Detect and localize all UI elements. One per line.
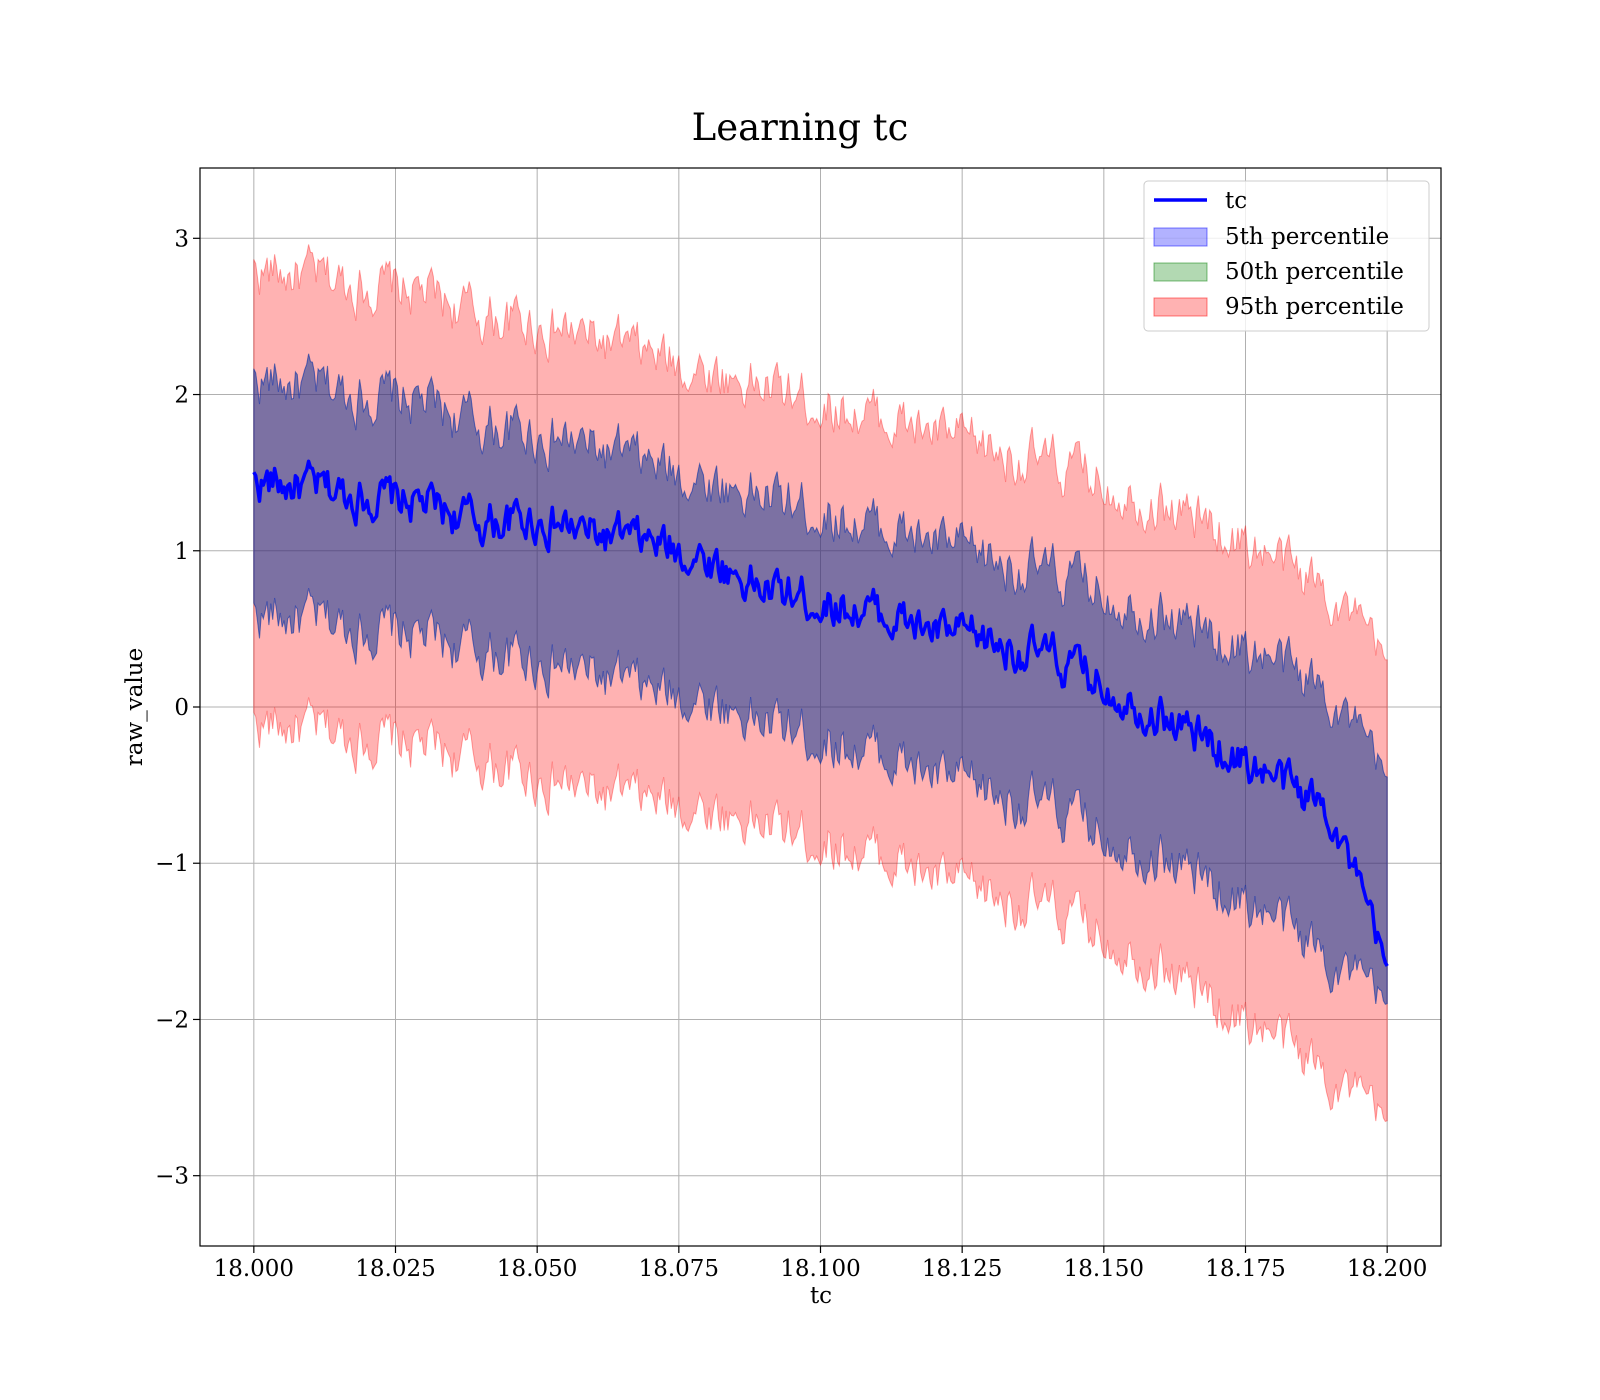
x-tick-label: 18.025	[355, 1256, 435, 1282]
x-tick-label: 18.075	[639, 1256, 719, 1282]
legend-tc-label: tc	[1225, 188, 1247, 214]
y-tick-label: 3	[174, 226, 189, 252]
y-axis-ticks: 3 2 1 0 −1 −2 −3	[155, 226, 200, 1190]
band-50-area	[253, 353, 1388, 1005]
band-5-area	[253, 353, 1388, 1005]
legend-95th-label: 95th percentile	[1225, 294, 1404, 320]
y-tick-label: −1	[155, 851, 189, 877]
y-axis-label: raw_value	[122, 648, 148, 766]
band-95th-percentile	[253, 244, 1388, 1123]
x-tick-label: 18.125	[922, 1256, 1002, 1282]
band-50th-percentile	[253, 353, 1388, 1005]
x-axis-ticks: 18.000 18.025 18.050 18.075 18.100 18.125 18.1…	[214, 1246, 1427, 1282]
legend-5th-swatch	[1153, 227, 1208, 247]
y-tick-label: −3	[155, 1164, 189, 1190]
legend-5th-label: 5th percentile	[1225, 224, 1389, 250]
x-tick-label: 18.150	[1064, 1256, 1144, 1282]
legend-95th-swatch	[1153, 297, 1208, 317]
legend-50th-label: 50th percentile	[1225, 259, 1404, 285]
x-tick-label: 18.200	[1347, 1256, 1427, 1282]
tc-line-path	[252, 459, 1389, 967]
x-tick-label: 18.050	[497, 1256, 577, 1282]
y-tick-label: 1	[174, 539, 189, 565]
chart-title: Learning tc	[692, 106, 909, 149]
legend: tc 5th percentile 50th percentile 95th p…	[1143, 180, 1430, 332]
x-tick-label: 18.100	[780, 1256, 860, 1282]
y-tick-label: 0	[174, 695, 189, 721]
series-tc-line	[252, 459, 1389, 967]
y-tick-label: −2	[155, 1007, 189, 1033]
x-tick-label: 18.175	[1205, 1256, 1285, 1282]
legend-frame	[1143, 180, 1430, 332]
legend-50th-swatch	[1153, 262, 1208, 282]
y-tick-label: 2	[174, 383, 189, 409]
x-axis-label: tc	[810, 1283, 832, 1309]
x-tick-label: 18.000	[214, 1256, 294, 1282]
band-5th-percentile	[253, 353, 1388, 1005]
band-95-area	[253, 244, 1388, 1123]
